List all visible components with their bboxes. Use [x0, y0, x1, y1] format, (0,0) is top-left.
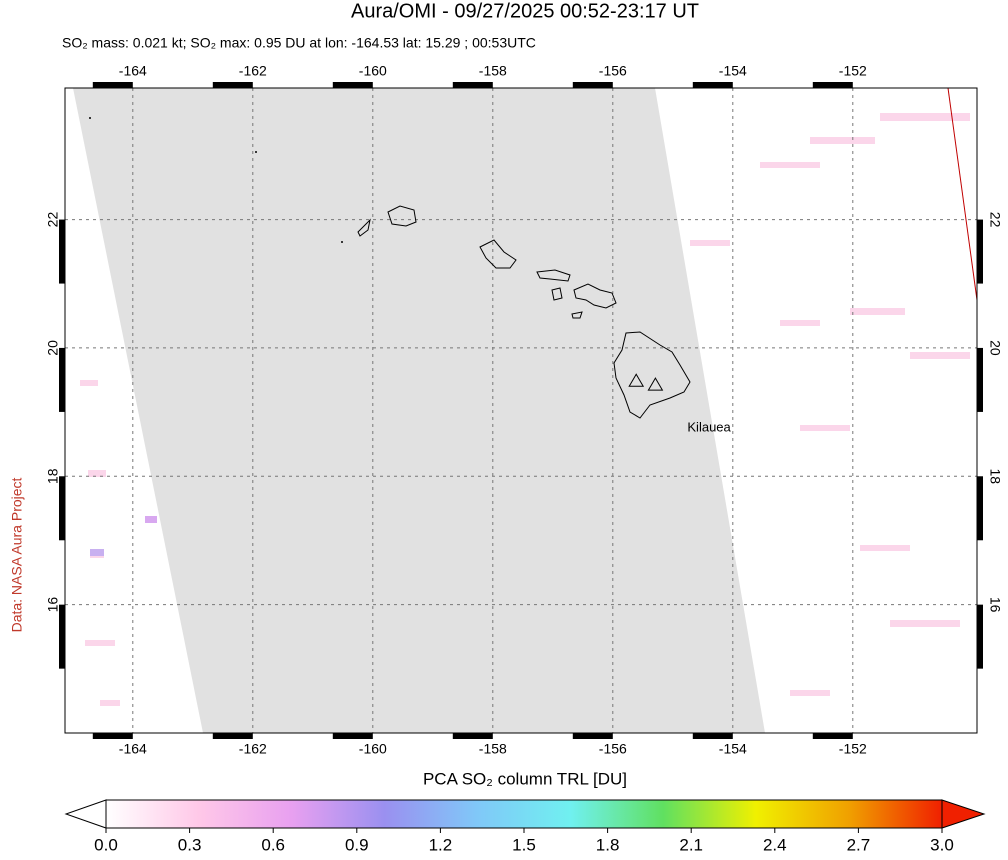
colorbar-tick-label: 0.3 — [178, 835, 202, 854]
frame-band — [332, 82, 373, 88]
island-oahu — [479, 239, 517, 269]
colorbar — [105, 799, 943, 829]
colorbar-tick-label: 0.9 — [345, 835, 369, 854]
colorbar-label: PCA SO₂ column TRL [DU] — [423, 769, 627, 788]
noise-pixel — [90, 549, 104, 556]
colorbar-tick-label: 3.0 — [930, 835, 954, 854]
island-niihau — [357, 218, 371, 237]
frame-band — [692, 733, 733, 739]
colorbar-tick-label: 1.5 — [512, 835, 536, 854]
noise-pixel — [145, 516, 157, 523]
swath-edge — [947, 87, 978, 301]
y-tick-label: 22 — [987, 212, 1003, 228]
colorbar-min-extend — [64, 799, 107, 829]
island-maui — [573, 283, 617, 309]
island-kahoolawe — [571, 311, 583, 319]
frame-band — [572, 82, 613, 88]
y-tick-label: 20 — [45, 340, 61, 356]
frame-band — [452, 82, 493, 88]
frame-band — [59, 347, 65, 412]
islands — [89, 117, 691, 419]
y-tick-label: 18 — [987, 468, 1003, 484]
x-tick-label: -160 — [359, 63, 387, 79]
volcano-marker — [647, 377, 664, 391]
frame-band — [92, 82, 133, 88]
colorbar-tick-label: 0.6 — [261, 835, 285, 854]
colorbar-tick-label: 0.0 — [94, 835, 118, 854]
y-tick-label: 18 — [45, 468, 61, 484]
title: Aura/OMI - 09/27/2025 00:52-23:17 UT — [351, 0, 699, 22]
colorbar-tick-label: 1.8 — [596, 835, 620, 854]
frame-band — [977, 604, 983, 669]
x-tick-label: -154 — [719, 63, 747, 79]
frame-band — [452, 733, 493, 739]
x-tick-label: -160 — [359, 741, 387, 757]
frame-band — [812, 82, 853, 88]
credit: Data: NASA Aura Project — [9, 477, 25, 632]
noise-pixels — [80, 113, 970, 706]
orbit-swath-gap — [73, 88, 765, 733]
y-tick-label: 16 — [987, 597, 1003, 613]
x-tick-label: -162 — [239, 63, 267, 79]
frame-band — [59, 219, 65, 284]
y-tick-label: 16 — [45, 597, 61, 613]
frame-band — [812, 733, 853, 739]
island-molokai — [536, 269, 571, 282]
x-tick-label: -156 — [599, 63, 627, 79]
colorbar-tick-label: 2.7 — [847, 835, 871, 854]
islet — [89, 117, 91, 119]
x-tick-label: -152 — [839, 741, 867, 757]
x-tick-label: -158 — [479, 741, 507, 757]
frame-band — [212, 82, 253, 88]
x-tick-label: -152 — [839, 63, 867, 79]
island-lanai — [551, 287, 563, 301]
x-tick-label: -162 — [239, 741, 267, 757]
colorbar-tick-label: 2.1 — [679, 835, 703, 854]
colorbar-tick-label: 1.2 — [429, 835, 453, 854]
frame-band — [977, 476, 983, 541]
island-kauai — [387, 205, 417, 227]
y-tick-label: 20 — [987, 340, 1003, 356]
frame-band — [692, 82, 733, 88]
x-tick-label: -154 — [719, 741, 747, 757]
island-hawaii — [613, 331, 691, 419]
islet — [255, 151, 257, 153]
map-area — [64, 87, 978, 734]
x-tick-label: -164 — [119, 741, 147, 757]
frame-band — [59, 476, 65, 541]
x-tick-label: -156 — [599, 741, 627, 757]
x-tick-label: -164 — [119, 63, 147, 79]
x-tick-label: -158 — [479, 63, 507, 79]
islet — [341, 241, 343, 243]
colorbar-tick-label: 2.4 — [763, 835, 787, 854]
grid — [65, 88, 977, 733]
frame-band — [977, 219, 983, 284]
frame-band — [977, 347, 983, 412]
y-tick-label: 22 — [45, 212, 61, 228]
frame-band — [332, 733, 373, 739]
frame-band — [59, 604, 65, 669]
frame-band — [212, 733, 253, 739]
colorbar-max-extend — [941, 799, 986, 829]
volcano-marker — [628, 373, 645, 387]
frame-band — [572, 733, 613, 739]
subtitle: SO₂ mass: 0.021 kt; SO₂ max: 0.95 DU at … — [62, 35, 536, 51]
frame-band — [92, 733, 133, 739]
volcano-label: Kilauea — [687, 420, 731, 435]
